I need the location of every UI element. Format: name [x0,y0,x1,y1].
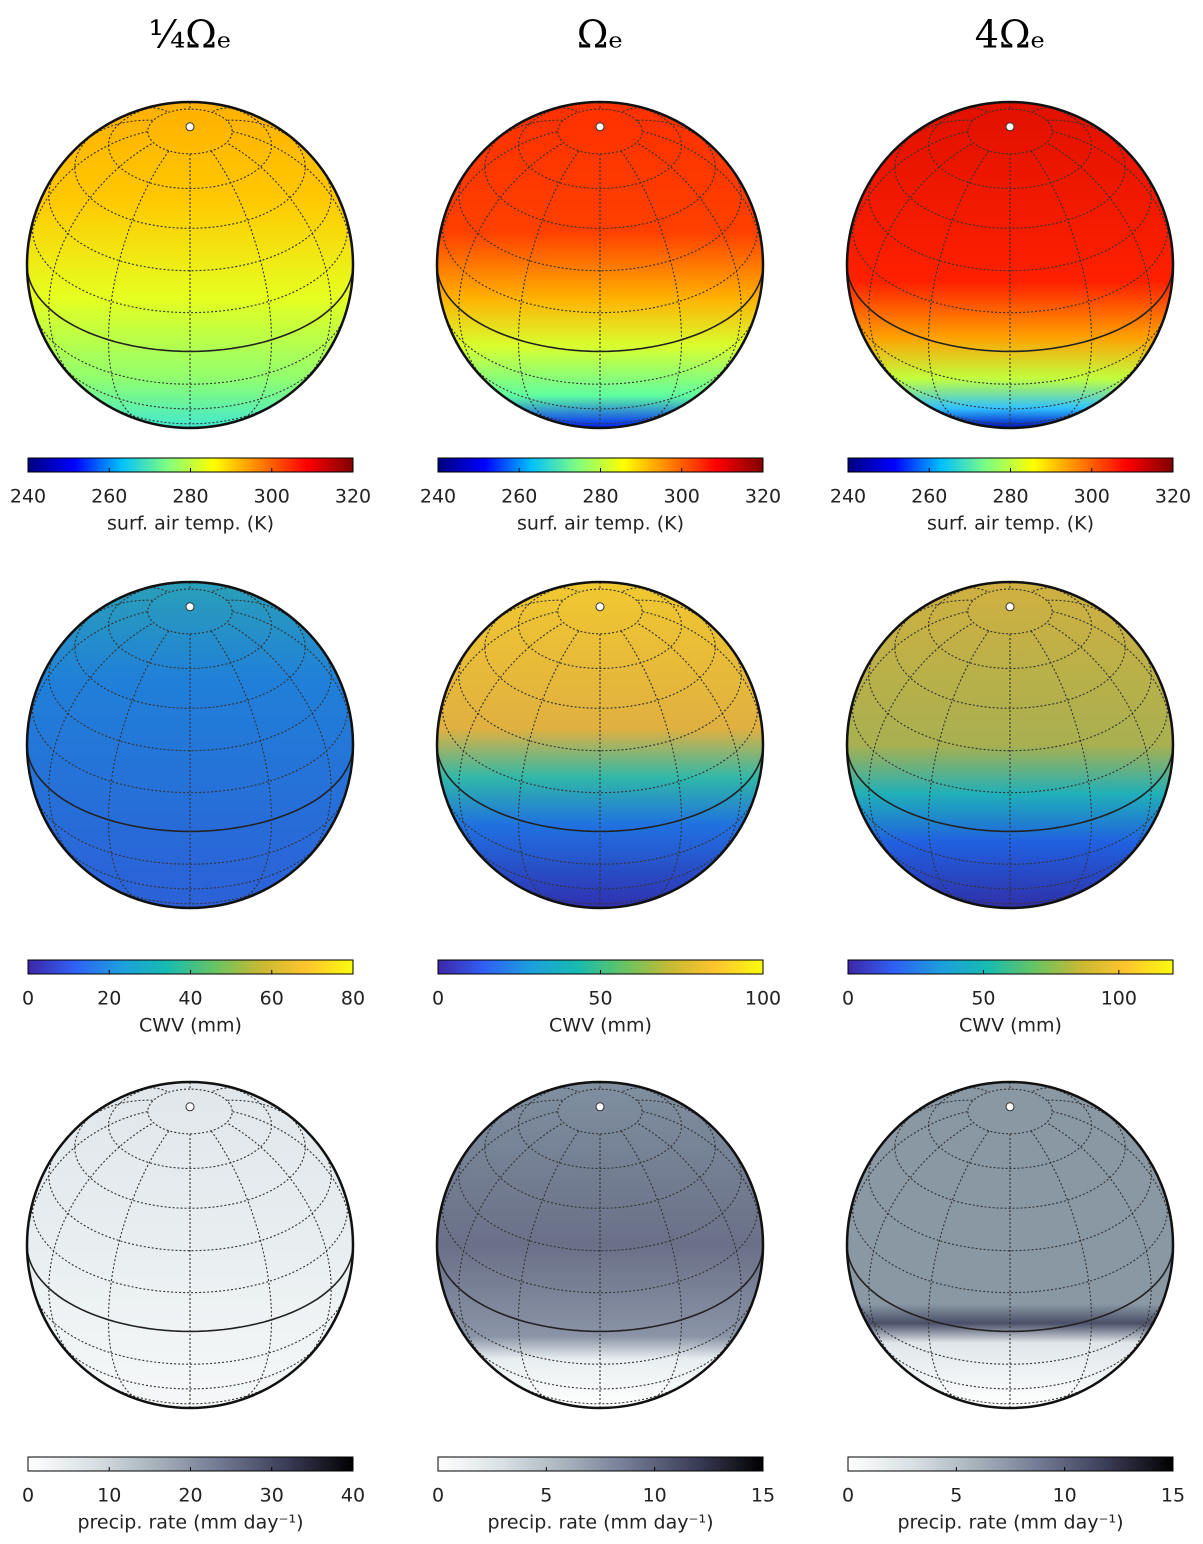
pole-marker [1006,123,1014,131]
pole-marker [186,123,194,131]
colorbar-tick-label: 260 [911,486,947,508]
colorbar-tick-label: 240 [420,486,456,508]
colorbar-tick-label: 100 [745,988,781,1010]
colorbar-tick-label: 10 [643,1485,667,1507]
colorbar-label: CWV (mm) [139,1015,242,1037]
pole-marker [1006,603,1014,611]
colorbar-tick-label: 15 [1161,1485,1185,1507]
colorbar-tick-label: 15 [751,1485,775,1507]
colorbar-tick-label: 10 [97,1485,121,1507]
colorbar-tick-label: 5 [950,1485,962,1507]
colorbar-tick-label: 5 [540,1485,552,1507]
colorbar-tick-label: 0 [22,1485,34,1507]
colorbar-tick-label: 30 [260,1485,284,1507]
colorbar-label: precip. rate (mm day⁻¹) [897,1512,1123,1534]
column-title: 4Ωₑ [975,13,1045,57]
colorbar-tick-label: 260 [501,486,537,508]
colorbar-tick-label: 280 [172,486,208,508]
colorbar-tick-label: 0 [842,988,854,1010]
colorbar-tick-label: 320 [1155,486,1191,508]
pole-marker [186,603,194,611]
colorbar-tick-label: 10 [1053,1485,1077,1507]
colorbar-label: precip. rate (mm day⁻¹) [77,1512,303,1534]
colorbar-tick-label: 60 [260,988,284,1010]
colorbar-tick-label: 320 [335,486,371,508]
colorbar-tick-label: 280 [582,486,618,508]
colorbar-tick-label: 240 [10,486,46,508]
colorbar [438,1457,763,1471]
colorbar-tick-label: 0 [842,1485,854,1507]
colorbar-label: surf. air temp. (K) [517,513,684,535]
colorbar-tick-label: 40 [178,988,202,1010]
colorbar-tick-label: 40 [341,1485,365,1507]
colorbar-label: CWV (mm) [959,1015,1062,1037]
colorbar-label: surf. air temp. (K) [927,513,1094,535]
colorbar-tick-label: 300 [664,486,700,508]
pole-marker [596,1103,604,1111]
colorbar-tick-label: 0 [22,988,34,1010]
pole-marker [1006,1103,1014,1111]
pole-marker [186,1103,194,1111]
pole-marker [596,603,604,611]
colorbar-tick-label: 80 [341,988,365,1010]
colorbar-tick-label: 300 [1074,486,1110,508]
colorbar-tick-label: 300 [254,486,290,508]
colorbar-tick-label: 260 [91,486,127,508]
colorbar-tick-label: 280 [992,486,1028,508]
column-title: ¼Ωₑ [148,13,231,57]
colorbar-tick-label: 50 [588,988,612,1010]
figure: ¼ΩₑΩₑ4Ωₑ240260280300320surf. air temp. (… [0,0,1203,1544]
colorbar-label: surf. air temp. (K) [107,513,274,535]
colorbar-label: CWV (mm) [549,1015,652,1037]
colorbar-tick-label: 240 [830,486,866,508]
colorbar [848,960,1173,974]
colorbar [848,1457,1173,1471]
colorbar-label: precip. rate (mm day⁻¹) [487,1512,713,1534]
colorbar-tick-label: 50 [971,988,995,1010]
colorbar-tick-label: 20 [97,988,121,1010]
pole-marker [596,123,604,131]
colorbar-tick-label: 20 [178,1485,202,1507]
column-title: Ωₑ [577,13,623,57]
colorbar-tick-label: 320 [745,486,781,508]
colorbar-tick-label: 0 [432,988,444,1010]
colorbar-tick-label: 100 [1101,988,1137,1010]
colorbar-tick-label: 0 [432,1485,444,1507]
